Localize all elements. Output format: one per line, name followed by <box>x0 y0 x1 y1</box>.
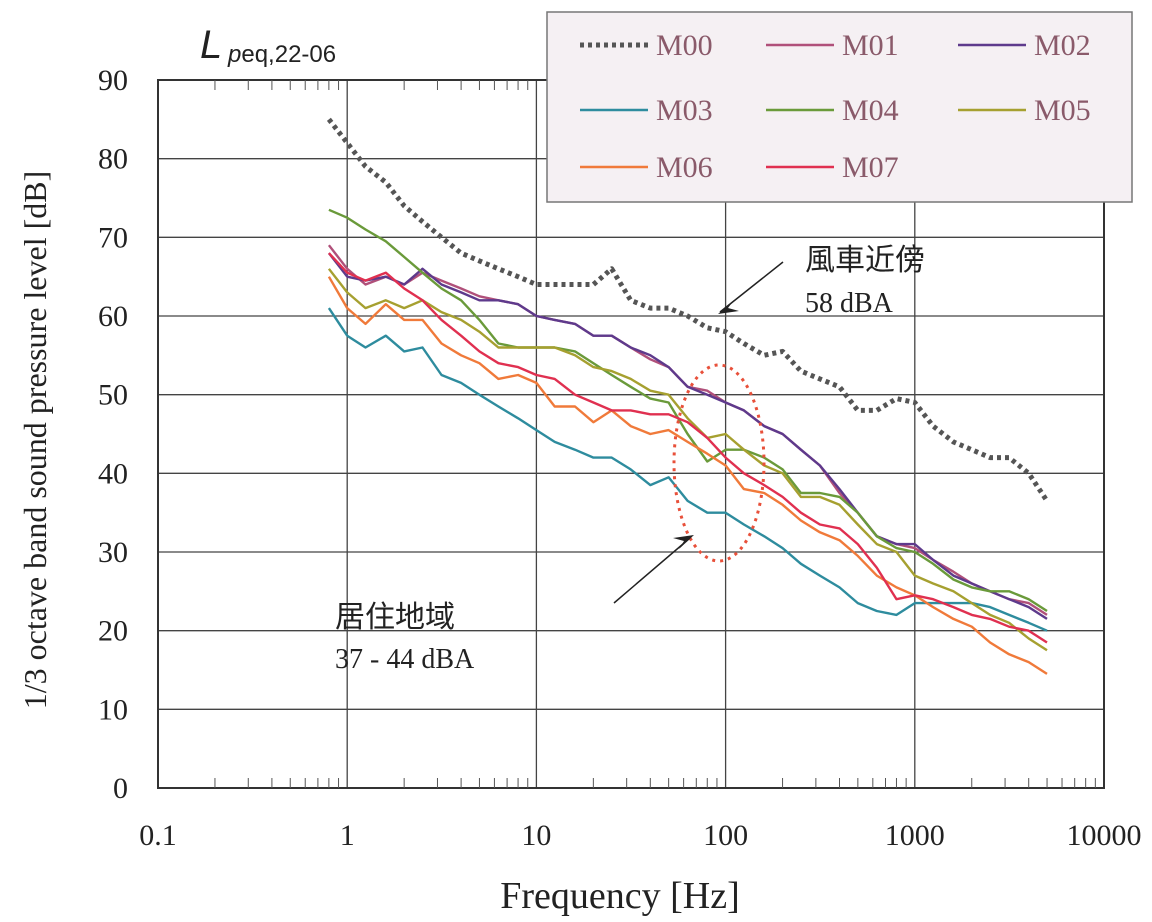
x-tick-label: 10000 <box>1067 819 1142 852</box>
x-tick-label: 1000 <box>885 819 945 852</box>
y-tick-label: 20 <box>98 615 128 648</box>
y-tick-label: 70 <box>98 221 128 254</box>
res-arrow <box>613 537 691 604</box>
legend-label-m02: M02 <box>1034 29 1091 62</box>
series-line-m02 <box>327 252 1048 620</box>
x-tick-label: 1 <box>340 819 355 852</box>
y-tick-label: 10 <box>98 693 128 726</box>
series-line-m00 <box>326 117 1050 503</box>
highlight-ellipse <box>672 363 766 563</box>
annotations: 風車近傍 58 dBA 居住地域 37 - 44 dBA <box>335 243 925 675</box>
legend-label-m05: M05 <box>1034 94 1091 127</box>
res-value: 37 - 44 dBA <box>335 644 475 675</box>
y-tick-label: 0 <box>113 772 128 805</box>
x-tick-label: 10 <box>521 819 551 852</box>
x-axis-label: Frequency [Hz] <box>500 875 740 917</box>
series-lines <box>326 117 1050 675</box>
series-line-m05 <box>327 268 1048 652</box>
near-label: 風車近傍 <box>805 243 925 278</box>
title-main: L <box>200 23 222 67</box>
y-tick-label: 90 <box>98 64 128 97</box>
legend-label-m00: M00 <box>656 29 713 62</box>
series-line-m04 <box>328 208 1048 613</box>
y-tick-label: 30 <box>98 536 128 569</box>
y-axis-label: 1/3 octave band sound pressure level [dB… <box>17 171 53 710</box>
x-tick-label: 0.1 <box>139 819 177 852</box>
y-tick-labels: 0 10 20 30 40 50 60 70 80 90 <box>98 64 128 805</box>
title-subscript: peq,22-06 <box>227 41 336 68</box>
legend-label-m03: M03 <box>656 94 713 127</box>
y-tick-label: 60 <box>98 300 128 333</box>
title-sub-italic: p <box>227 41 241 68</box>
legend: M00 M01 M02 M03 M04 M05 M06 M07 <box>546 11 1133 203</box>
x-tick-label: 100 <box>703 819 748 852</box>
near-value: 58 dBA <box>805 288 894 319</box>
legend-label-m06: M06 <box>656 151 713 184</box>
y-tick-label: 80 <box>98 143 128 176</box>
y-tick-label: 50 <box>98 379 128 412</box>
x-tick-labels: 0.1 1 10 100 1000 10000 <box>139 819 1141 852</box>
y-tick-label: 40 <box>98 457 128 490</box>
series-line-m06 <box>327 276 1048 675</box>
title-sub-rest: eq,22-06 <box>241 41 336 68</box>
res-label: 居住地域 <box>335 600 455 635</box>
legend-label-m01: M01 <box>842 29 899 62</box>
legend-label-m04: M04 <box>842 94 899 127</box>
chart-title: L peq,22-06 <box>200 23 336 68</box>
series-line-m07 <box>328 252 1048 644</box>
near-arrowhead <box>718 300 739 314</box>
legend-label-m07: M07 <box>842 151 899 184</box>
res-arrowhead <box>673 535 694 549</box>
